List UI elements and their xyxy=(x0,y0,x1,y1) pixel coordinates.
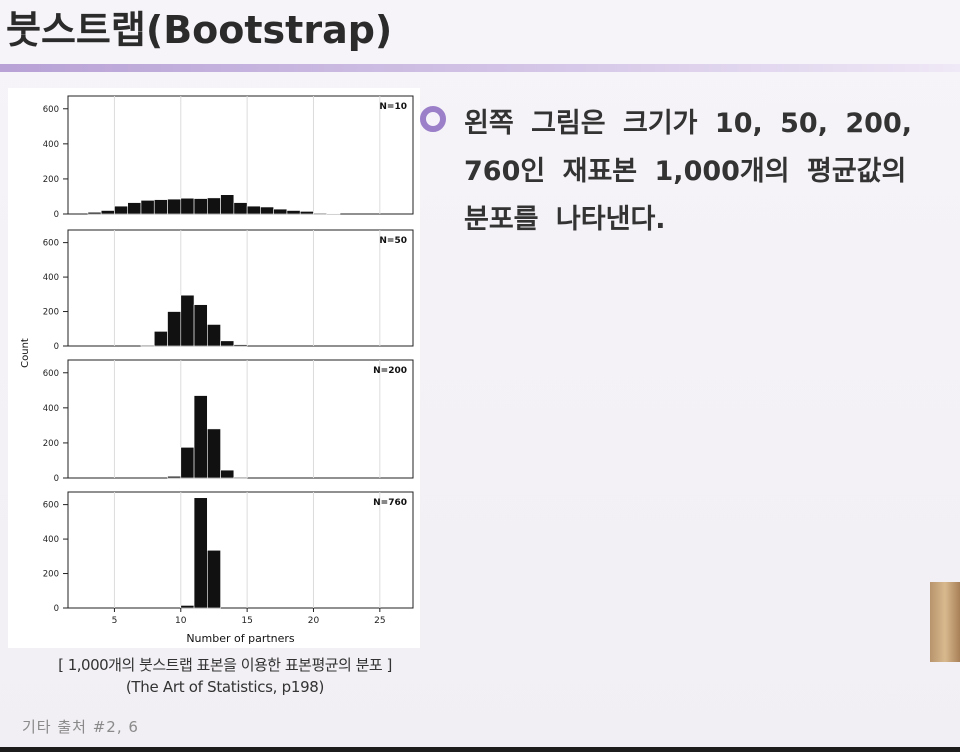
histogram-bar xyxy=(180,605,195,609)
y-tick-label: 600 xyxy=(43,501,59,511)
histogram-bar xyxy=(273,208,288,215)
x-tick-label: 5 xyxy=(112,616,118,626)
panel-label: N=10 xyxy=(379,102,407,112)
histogram-bar xyxy=(180,197,195,215)
histogram-bar xyxy=(207,428,221,479)
histogram-bar xyxy=(193,497,208,609)
x-tick-label: 15 xyxy=(241,616,252,626)
y-axis-label: Count xyxy=(20,338,31,368)
histogram-bar xyxy=(220,340,235,347)
panel-frame xyxy=(67,95,414,215)
y-tick-label: 200 xyxy=(43,175,59,185)
histogram-bar xyxy=(246,205,261,215)
histogram-bar xyxy=(140,344,155,347)
histogram-bar xyxy=(153,331,168,347)
figure-caption: [ 1,000개의 붓스트랩 표본을 이용한 표본평균의 분포 ] xyxy=(58,656,392,674)
y-tick-label: 200 xyxy=(43,308,59,318)
histogram-bar xyxy=(299,211,314,215)
x-tick-label: 20 xyxy=(308,616,320,626)
figure-source: (The Art of Statistics, p198) xyxy=(125,678,325,696)
histogram-bar xyxy=(153,199,168,215)
panel-label: N=760 xyxy=(373,498,407,508)
histogram-bar xyxy=(167,198,182,215)
histogram-bar xyxy=(286,210,301,215)
x-axis-label: Number of partners xyxy=(186,632,295,645)
histogram-bar xyxy=(127,202,142,215)
histogram-bar xyxy=(233,344,248,347)
panel-label: N=50 xyxy=(379,236,407,246)
x-tick-label: 10 xyxy=(175,616,187,626)
y-tick-label: 0 xyxy=(54,210,59,220)
circle-bullet-icon xyxy=(420,106,446,132)
panel-label: N=200 xyxy=(373,366,407,376)
y-tick-label: 200 xyxy=(43,439,59,449)
y-tick-label: 400 xyxy=(43,140,59,150)
panel-frame xyxy=(67,359,414,479)
footer-source: 기타 출처 #2, 6 xyxy=(22,718,139,736)
histogram-bar xyxy=(207,324,221,347)
histogram-bar xyxy=(193,304,208,347)
histogram-bar xyxy=(260,206,274,215)
y-tick-label: 600 xyxy=(43,239,59,249)
histogram-bar xyxy=(167,475,182,479)
x-tick-label: 25 xyxy=(374,616,385,626)
histogram-bar xyxy=(100,210,115,215)
histogram-bar xyxy=(140,200,155,215)
histogram-figure: 0 200 400 600 N=10 0 200 400 600 N=50 0 200 400 600 N=… xyxy=(8,88,420,648)
histogram-bar xyxy=(167,311,182,347)
histogram-bar xyxy=(87,211,102,215)
histogram-bar xyxy=(233,202,248,215)
histogram-bar xyxy=(220,469,235,479)
bullet-text: 왼쪽 그림은 크기가 10, 50, 200, 760인 재표본 1,000개의… xyxy=(464,108,912,235)
histogram-bar xyxy=(193,198,208,215)
y-tick-label: 600 xyxy=(43,105,59,115)
panel-frame xyxy=(67,229,414,347)
y-tick-label: 0 xyxy=(54,342,59,352)
bottom-border xyxy=(0,747,960,752)
histogram-bar xyxy=(207,197,221,215)
title-underline xyxy=(0,64,960,72)
panel-frame xyxy=(67,491,414,609)
histogram-bar xyxy=(193,395,208,479)
histogram-bar xyxy=(326,213,341,215)
y-tick-label: 600 xyxy=(43,369,59,379)
histogram-bar xyxy=(313,212,328,215)
slide-title: 붓스트랩(Bootstrap) xyxy=(6,8,393,52)
y-tick-label: 400 xyxy=(43,273,59,283)
y-tick-label: 0 xyxy=(54,474,59,484)
histogram-bar xyxy=(180,294,195,347)
histogram-bar xyxy=(114,205,129,215)
histogram-bar xyxy=(207,549,221,609)
y-tick-label: 400 xyxy=(43,535,59,545)
histogram-bar xyxy=(233,476,248,479)
histogram-bar xyxy=(220,194,235,215)
y-tick-label: 200 xyxy=(43,570,59,580)
histogram-bar xyxy=(180,447,195,479)
decorative-book-edge xyxy=(930,582,960,662)
y-tick-label: 400 xyxy=(43,404,59,414)
y-tick-label: 0 xyxy=(54,604,59,614)
